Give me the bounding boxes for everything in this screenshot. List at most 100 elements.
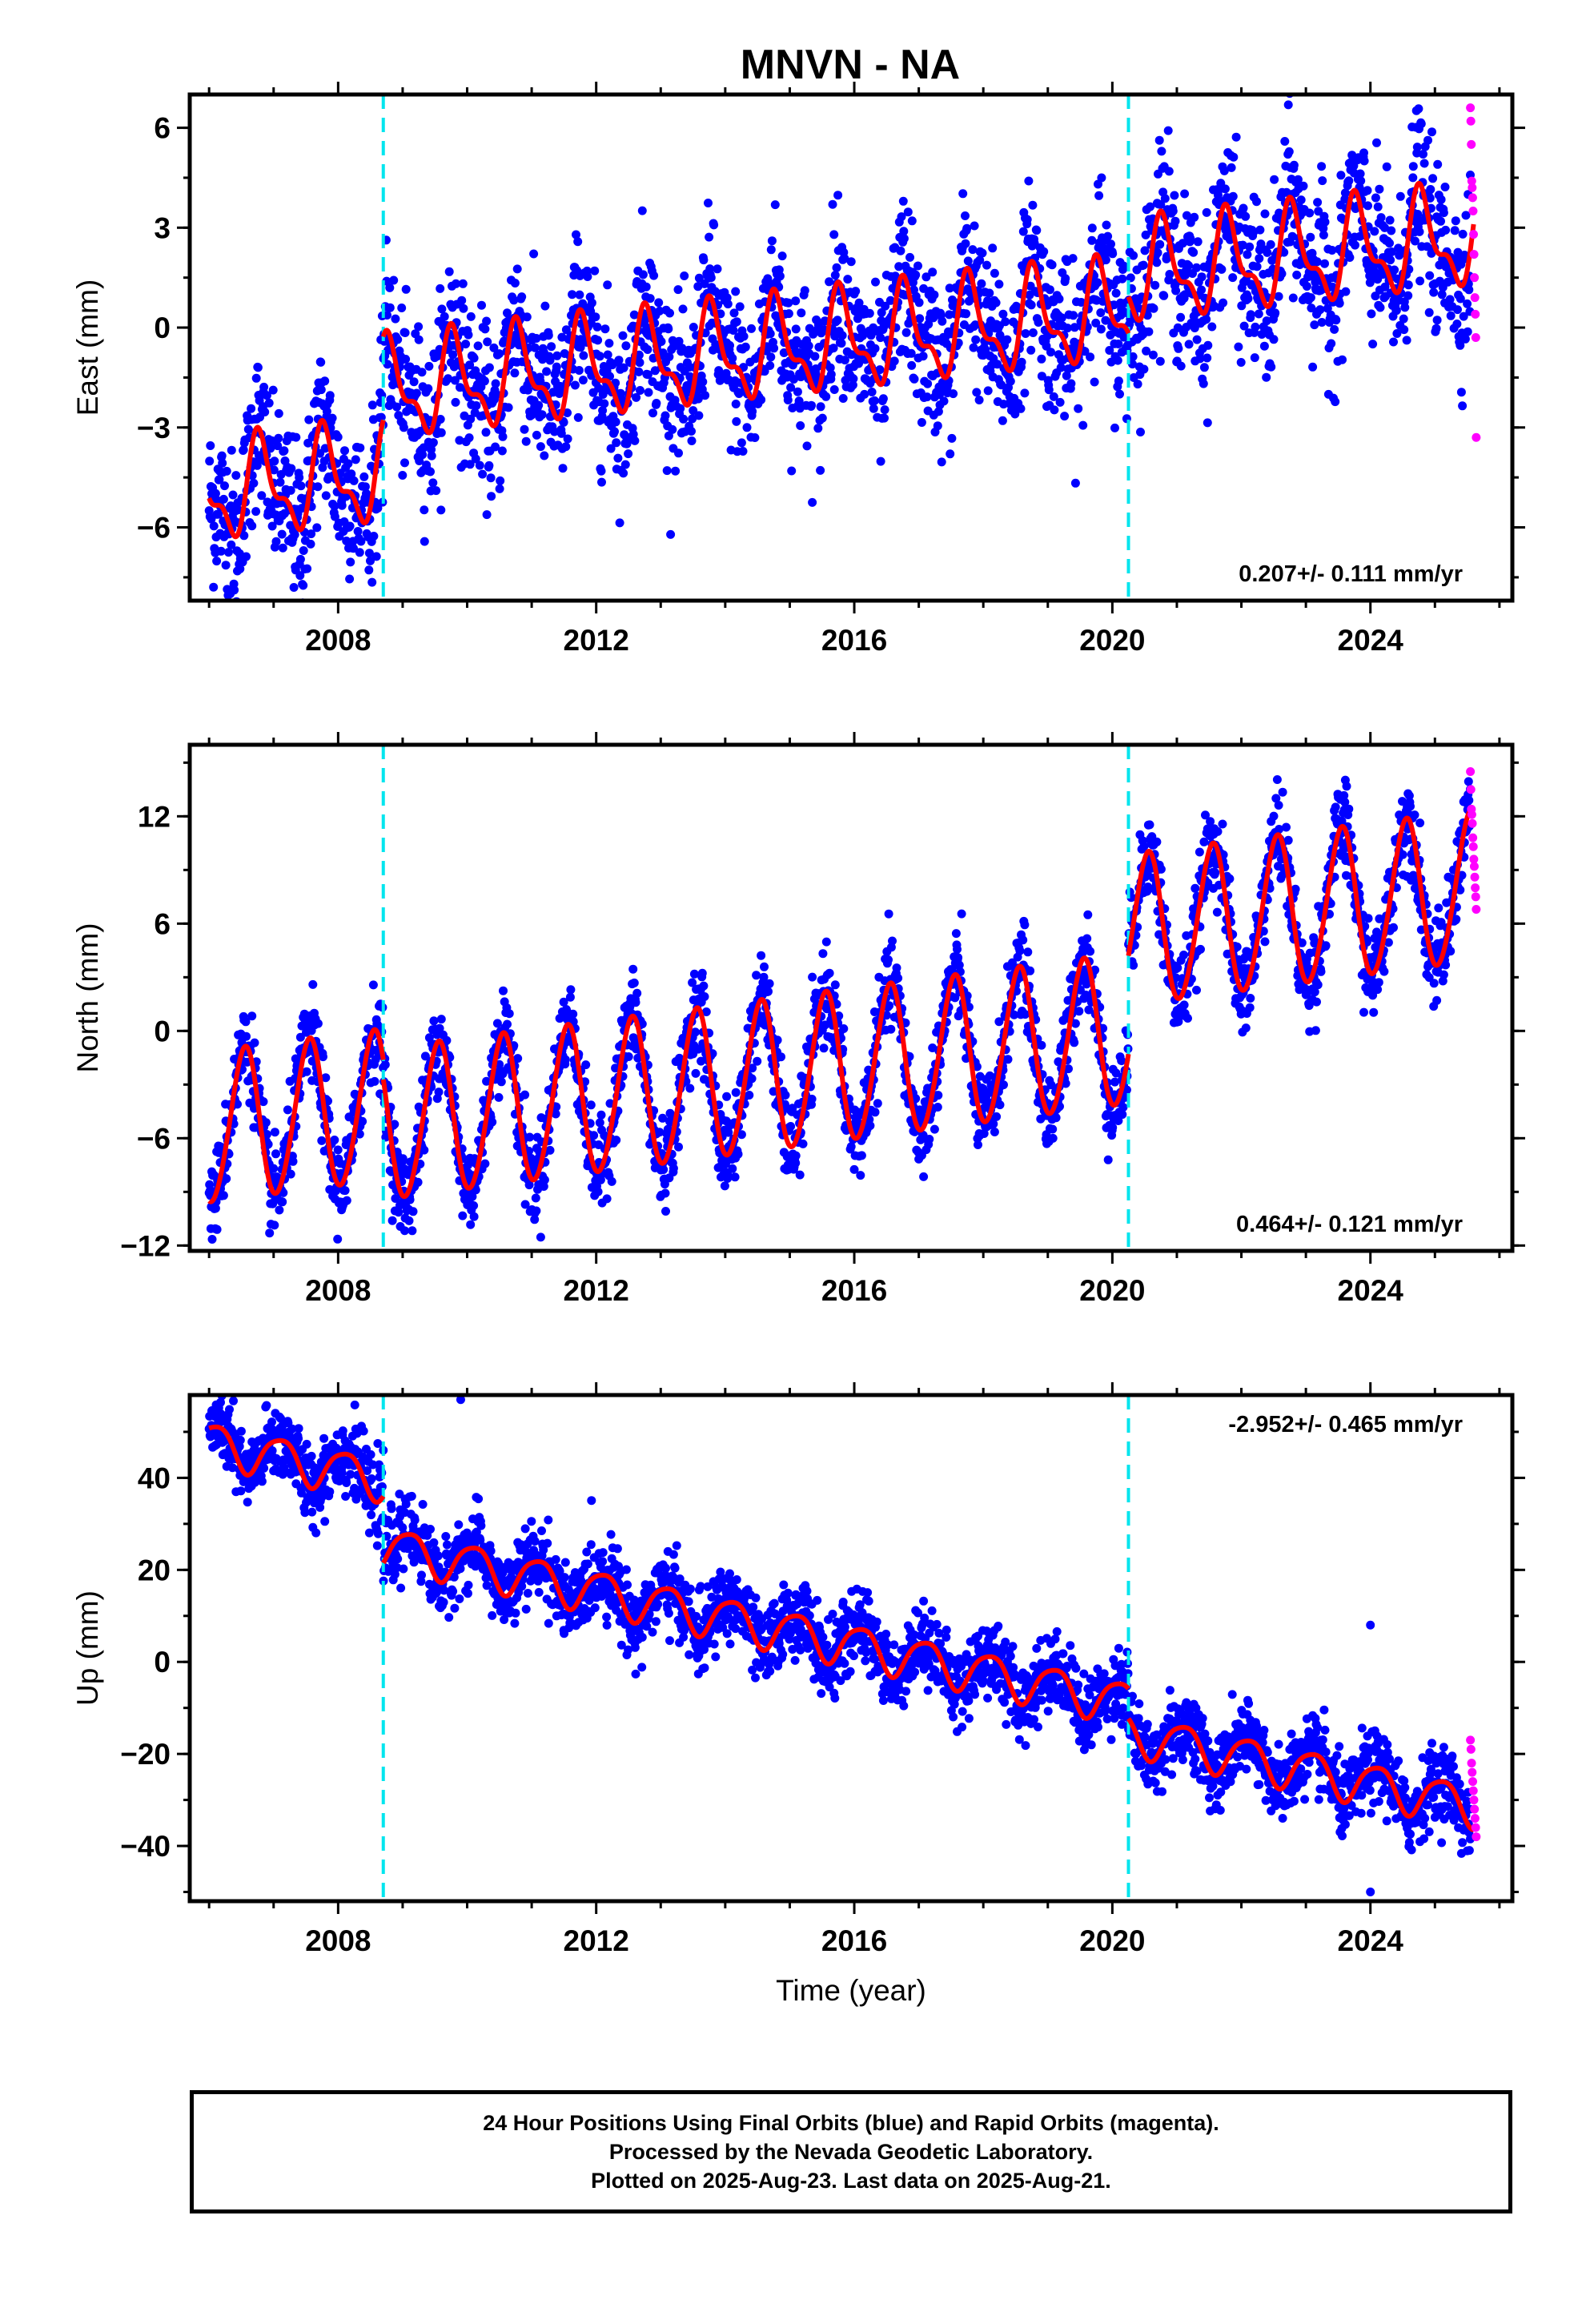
final-point	[1193, 237, 1203, 247]
final-point	[413, 1177, 423, 1187]
final-point	[830, 980, 840, 990]
final-point	[947, 433, 957, 443]
final-point	[267, 521, 277, 531]
final-point	[1389, 337, 1398, 347]
final-point	[1315, 305, 1325, 315]
final-point	[974, 1140, 982, 1149]
final-point	[1144, 327, 1154, 336]
final-point	[550, 427, 559, 436]
final-point	[1368, 340, 1378, 349]
final-point	[320, 376, 330, 386]
final-point	[250, 1038, 259, 1047]
final-point	[997, 380, 1006, 390]
final-point	[865, 1121, 875, 1131]
final-point	[212, 1224, 222, 1234]
final-point	[483, 337, 492, 347]
final-point	[1139, 364, 1149, 374]
final-point	[884, 909, 893, 919]
final-point	[1050, 405, 1059, 415]
final-point	[972, 1062, 982, 1072]
final-point	[587, 298, 596, 308]
final-point	[977, 279, 986, 288]
final-point	[299, 546, 308, 555]
final-point	[888, 936, 897, 946]
final-point	[1070, 323, 1079, 332]
final-point	[400, 1226, 409, 1236]
final-point	[317, 1136, 327, 1145]
final-point	[1061, 1079, 1070, 1088]
rapid-point	[1470, 293, 1480, 303]
final-point	[1415, 276, 1425, 286]
final-point	[1239, 321, 1249, 331]
final-point	[247, 404, 256, 413]
final-point	[1463, 299, 1472, 308]
final-point	[330, 501, 339, 511]
final-point	[1054, 294, 1064, 304]
final-point	[661, 411, 670, 420]
final-point	[594, 384, 604, 393]
final-point	[867, 388, 877, 396]
final-point	[733, 1149, 743, 1159]
final-point	[961, 211, 970, 220]
final-point	[1392, 329, 1402, 338]
final-point	[970, 221, 979, 231]
final-point	[563, 434, 572, 444]
final-point	[1251, 322, 1260, 332]
final-point	[745, 1091, 754, 1100]
final-point	[351, 455, 360, 464]
final-point	[221, 561, 231, 570]
final-point	[1082, 934, 1092, 943]
final-point	[1048, 1133, 1058, 1143]
final-point	[974, 396, 984, 404]
rapid-point	[1470, 273, 1480, 283]
final-point	[1010, 409, 1020, 419]
final-point	[656, 337, 666, 346]
final-point	[877, 308, 886, 317]
final-point	[337, 501, 347, 510]
final-point	[1048, 1124, 1058, 1134]
final-point	[1380, 282, 1390, 292]
final-point	[524, 1180, 534, 1190]
final-point	[869, 404, 878, 413]
final-point	[1424, 308, 1434, 317]
final-point	[488, 1117, 497, 1127]
final-point	[903, 207, 913, 217]
final-point	[1423, 135, 1432, 145]
final-point	[1070, 1019, 1080, 1028]
final-point	[671, 466, 681, 476]
final-point	[557, 332, 567, 342]
final-point	[1068, 254, 1078, 263]
final-point	[797, 308, 806, 318]
final-point	[484, 460, 494, 470]
final-point	[641, 282, 651, 292]
final-point	[239, 531, 249, 541]
series-rapid-orbits-east	[1466, 103, 1481, 442]
final-point	[829, 385, 839, 394]
model-line	[207, 180, 1476, 540]
final-point	[1146, 202, 1155, 211]
final-point	[267, 436, 276, 445]
final-point	[1269, 335, 1279, 344]
final-point	[871, 277, 880, 287]
final-point	[1133, 380, 1142, 389]
final-point	[1399, 325, 1409, 335]
final-point	[560, 1055, 570, 1064]
final-point	[813, 424, 823, 433]
final-point	[1260, 209, 1270, 219]
final-point	[1428, 174, 1438, 183]
final-point	[1037, 354, 1046, 364]
final-point	[958, 189, 968, 199]
final-point	[837, 339, 846, 348]
final-point	[1284, 147, 1294, 156]
final-point	[458, 279, 468, 288]
final-point	[1106, 239, 1115, 249]
final-point	[242, 1031, 251, 1041]
final-point	[370, 1076, 379, 1086]
final-point	[1320, 217, 1330, 227]
final-point	[781, 1091, 790, 1100]
final-point	[496, 476, 505, 485]
final-point	[1317, 318, 1327, 327]
final-point	[665, 352, 674, 361]
final-point	[1363, 201, 1372, 211]
final-point	[865, 308, 874, 318]
